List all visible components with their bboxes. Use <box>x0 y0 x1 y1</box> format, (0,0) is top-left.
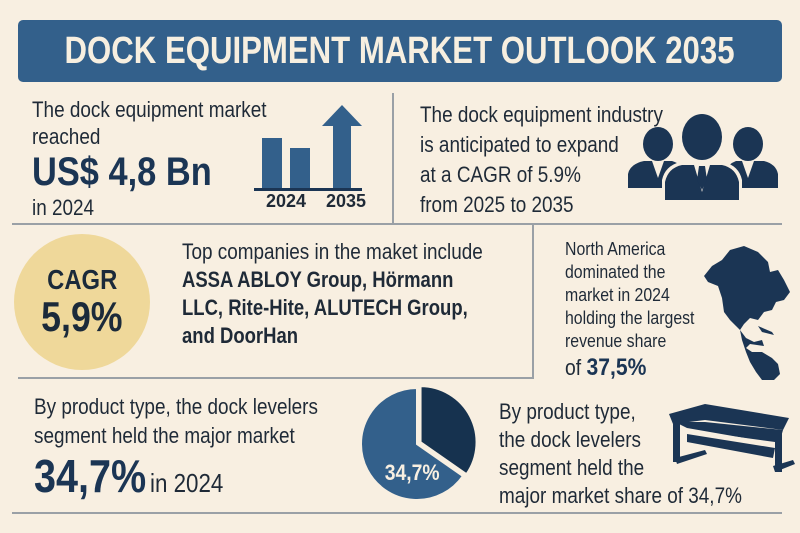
title-banner: DOCK EQUIPMENT MARKET OUTLOOK 2035 <box>18 20 782 82</box>
region-panel: North America dominated the market in 20… <box>565 238 712 383</box>
growth-line2: is anticipated to expand <box>420 132 619 157</box>
chart-label-2035: 2035 <box>325 191 367 211</box>
chart-baseline <box>254 188 362 191</box>
companies-line4: and DoorHan <box>182 323 299 348</box>
product-left-value: 34,7% <box>34 450 147 502</box>
market-size-value: US$ 4,8 Bn <box>32 150 212 194</box>
growth-panel: The dock equipment industry is anticipat… <box>420 100 703 220</box>
product-left-line2: segment held the major market <box>34 423 295 448</box>
bar-chart-up-arrow-icon <box>254 105 362 191</box>
business-people-icon <box>628 114 778 200</box>
cagr-badge-value: 5,9% <box>41 293 123 340</box>
bar-2024-b <box>290 148 310 188</box>
cagr-badge: CAGR 5,9% <box>14 234 150 370</box>
product-right-line2: the dock levelers <box>499 427 641 452</box>
region-line2: dominated the <box>565 262 666 282</box>
companies-panel: Top companies in the maket include ASSA … <box>182 238 532 350</box>
pie-data-label: 34,7% <box>385 461 440 485</box>
growth-line3: at a CAGR of 5.9% <box>420 162 581 187</box>
pie-slice-dock-levelers <box>419 385 478 476</box>
product-right-line4: major market share of 34,7% <box>499 483 742 508</box>
product-right-panel: By product type, the dock levelers segme… <box>499 398 781 510</box>
page-title: DOCK EQUIPMENT MARKET OUTLOOK 2035 <box>65 29 736 72</box>
divider-horizontal-1 <box>12 223 782 225</box>
region-line4: holding the largest <box>565 308 695 328</box>
arrow-head <box>322 105 362 126</box>
chart-label-2024: 2024 <box>265 191 307 211</box>
product-left-suffix: in 2024 <box>150 468 224 498</box>
market-size-line2: reached <box>32 124 101 149</box>
divider-horizontal-2 <box>18 377 534 379</box>
companies-line2: ASSA ABLOY Group, Hörmann <box>182 267 454 292</box>
region-prefix: of <box>565 355 582 380</box>
growth-line4: from 2025 to 2035 <box>420 192 574 217</box>
market-size-line1: The dock equipment market <box>32 97 267 122</box>
product-left-line1: By product type, the dock levelers <box>34 394 318 419</box>
product-right-line3: segment held the <box>499 455 645 480</box>
region-line5: revenue share <box>565 331 667 351</box>
companies-intro: Top companies in the maket include <box>182 239 483 264</box>
arrow-shaft <box>333 124 351 188</box>
region-line1: North America <box>565 239 666 259</box>
pie-slice-other <box>360 386 465 501</box>
product-left-panel: By product type, the dock levelers segme… <box>34 392 364 514</box>
region-line3: market in 2024 <box>565 285 670 305</box>
divider-horizontal-bottom <box>12 512 782 514</box>
bar-2024-a <box>262 138 282 188</box>
north-america-map-icon <box>704 246 790 380</box>
divider-vertical-middle <box>532 224 534 378</box>
market-size-year: in 2024 <box>32 195 95 220</box>
region-value: 37,5% <box>586 354 647 381</box>
dock-leveler-icon <box>669 404 795 472</box>
growth-line1: The dock equipment industry <box>420 102 663 127</box>
divider-vertical-top <box>392 93 394 224</box>
cagr-badge-label: CAGR <box>46 264 118 295</box>
product-right-line1: By product type, <box>499 399 636 424</box>
market-size-panel: The dock equipment market reached US$ 4,… <box>32 96 305 221</box>
companies-line3: LLC, Rite-Hite, ALUTECH Group, <box>182 295 468 320</box>
pie-chart: 34,7% <box>360 385 478 501</box>
